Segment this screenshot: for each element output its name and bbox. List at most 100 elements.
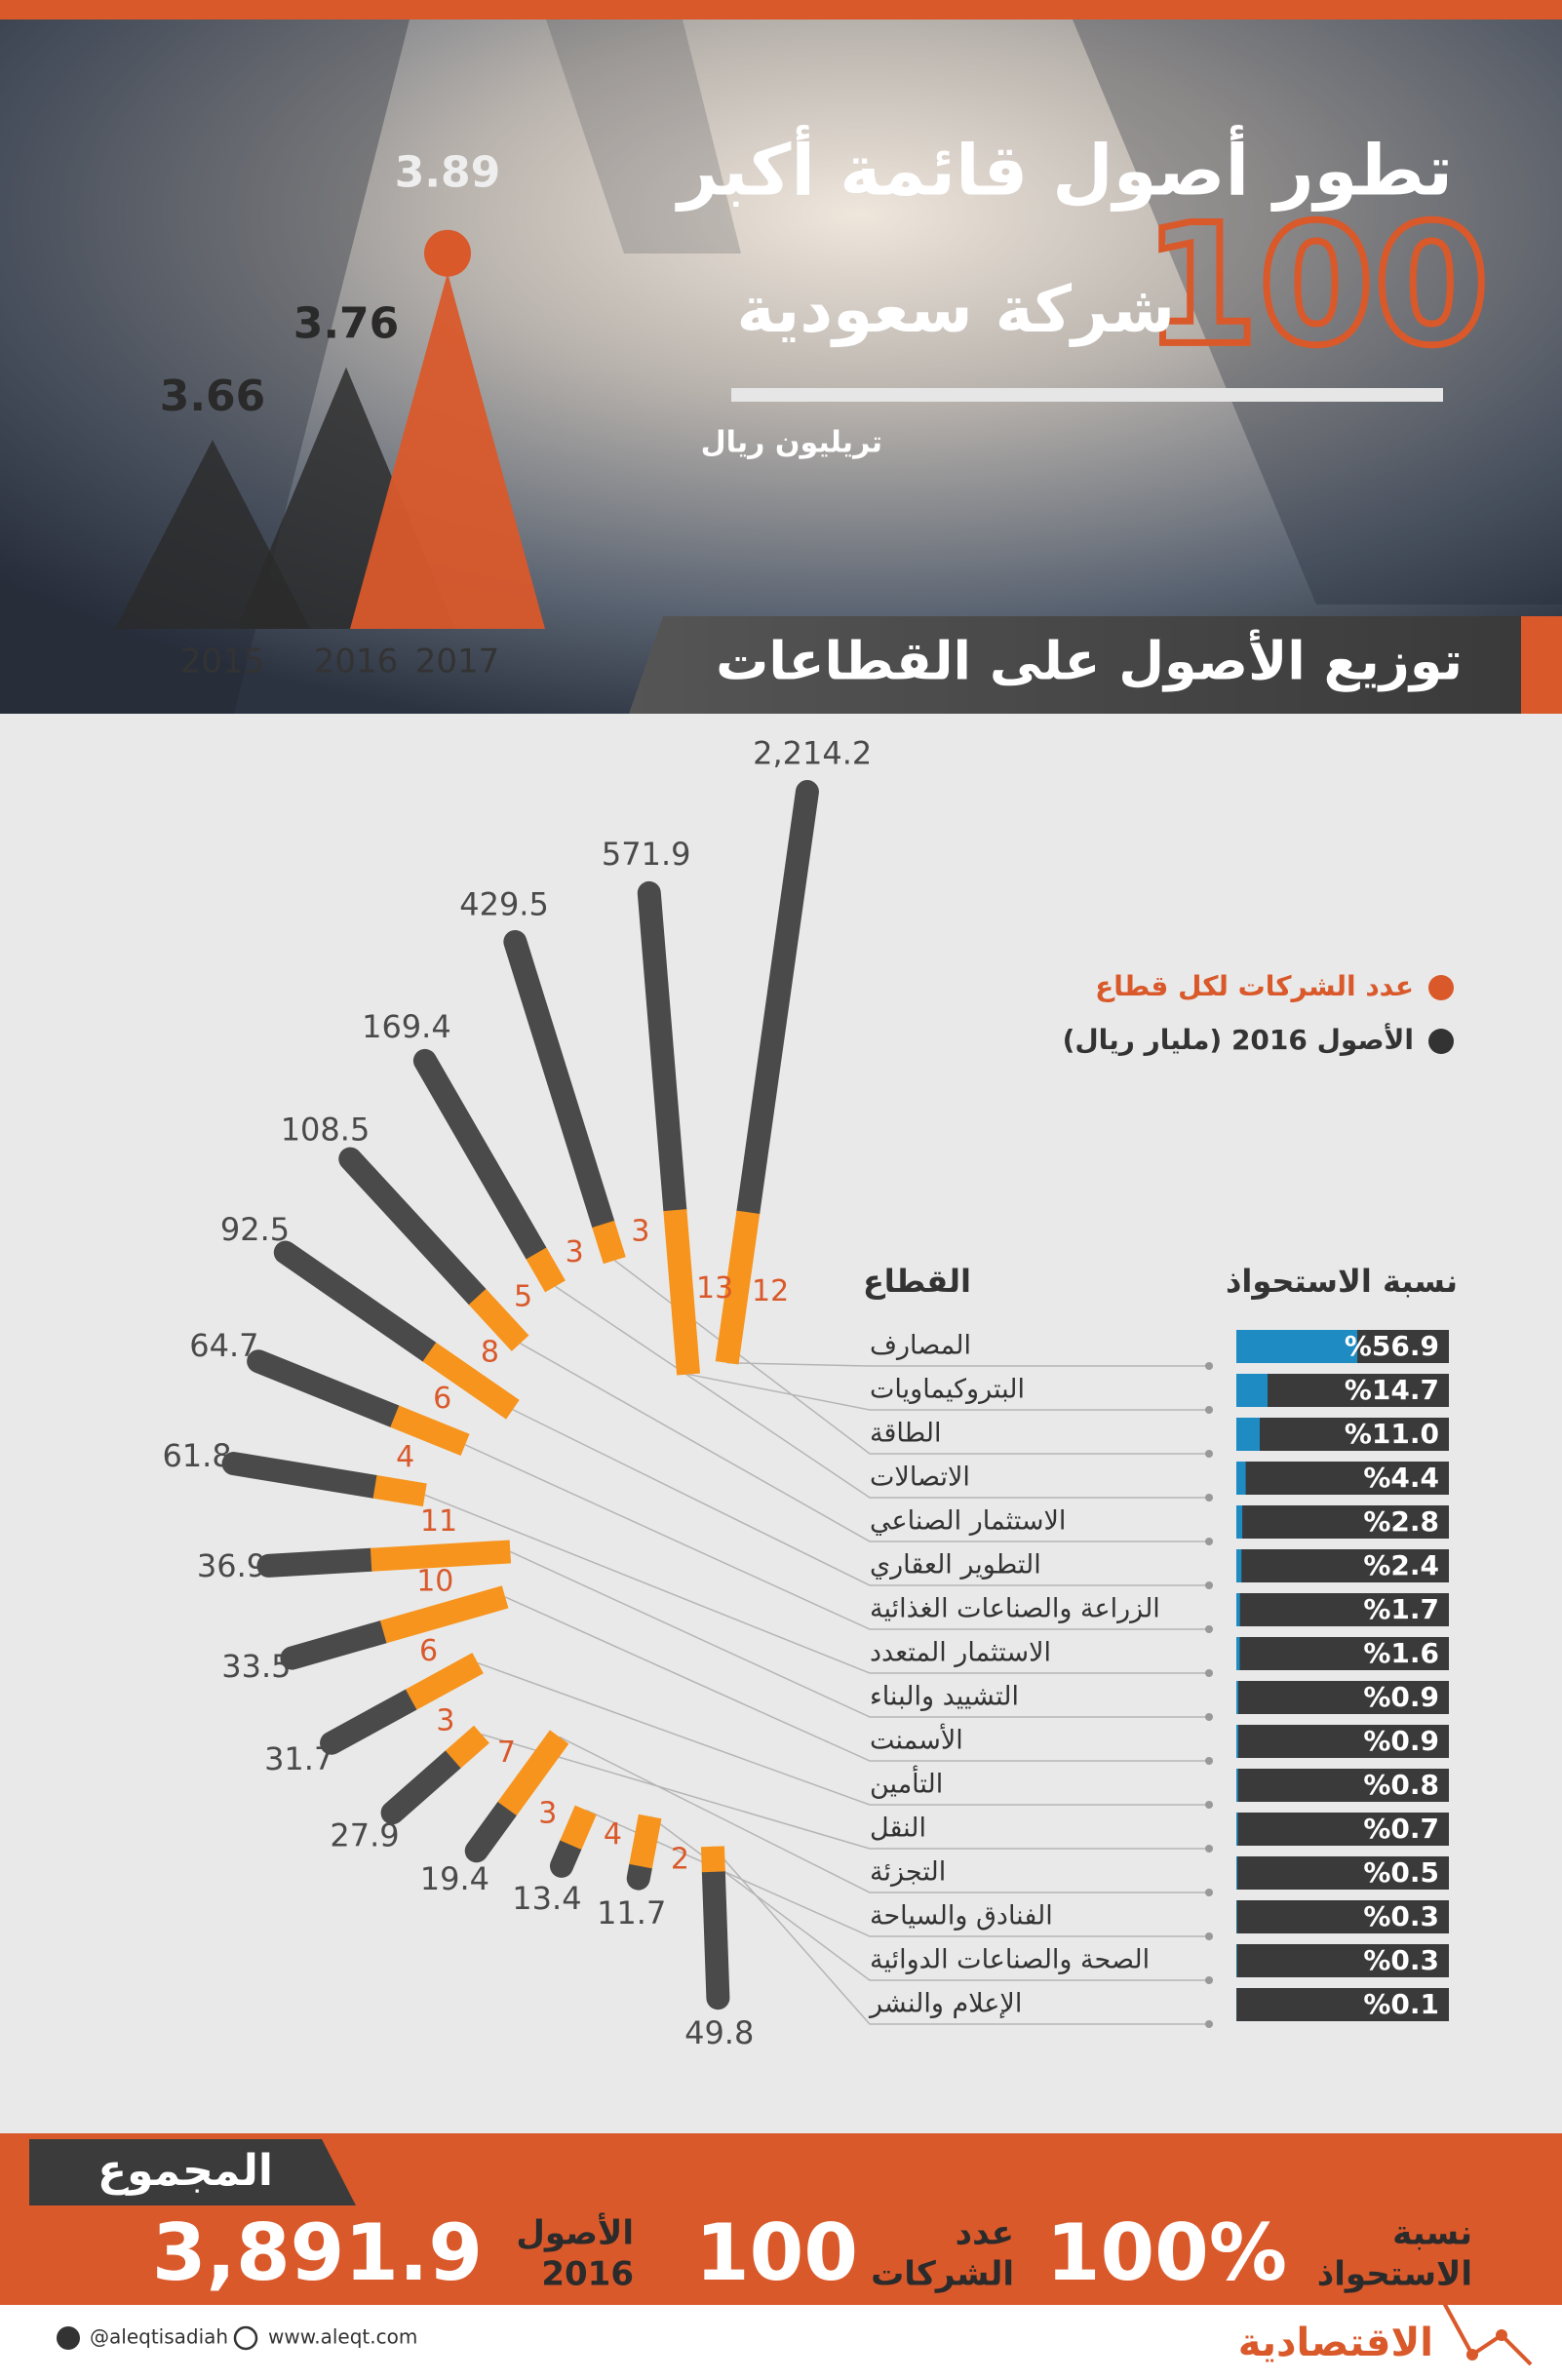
count-bar [700,1846,725,1873]
sector-label: التشييد والبناء [870,1682,1019,1712]
leader-line [520,1343,1209,1542]
asset-label: 2,214.2 [753,734,872,771]
share-bar-bg [1236,1637,1449,1670]
logo-100: 100 [1144,189,1490,382]
asset-bar [273,1240,442,1364]
leader-line [585,1809,1209,1937]
leader-line [555,1285,1209,1499]
count-bar [629,1814,662,1869]
count-label: 4 [604,1817,622,1852]
leader-dot [1205,2020,1213,2028]
share-bar [1236,1549,1242,1582]
share-label: %0.3 [1363,1900,1439,1932]
share-bar [1236,1462,1246,1495]
share-label: %2.4 [1363,1549,1439,1581]
count-label: 2 [671,1842,689,1876]
share-bar [1236,1813,1238,1846]
share-bar [1236,1769,1238,1802]
share-bar-bg [1236,1988,1449,2021]
count-label: 11 [420,1504,457,1539]
share-label: %0.9 [1363,1681,1439,1713]
brand-logo: الاقتصادية [1238,2321,1433,2365]
sector-label: الزراعة والصناعات الغذائية [870,1594,1160,1624]
share-bar-bg [1236,1681,1449,1714]
count-bar [468,1288,529,1351]
asset-label: 61.8 [162,1437,231,1474]
peak-dot [424,229,471,277]
share-bar-bg [1236,1374,1449,1407]
count-label: 3 [538,1796,557,1830]
total-item-label: الشركات [871,2255,1014,2294]
asset-bar [256,1547,383,1578]
leader-dot [1205,1625,1213,1633]
leader-dot [1205,1976,1213,1984]
leader-line [512,1409,1209,1586]
asset-label: 571.9 [602,836,691,873]
total-item-label: الأصول [516,2212,634,2253]
asset-bar [626,1854,653,1891]
twitter-handle[interactable]: @aleqtisadiah [90,2325,228,2349]
sector-label: النقل [870,1814,926,1844]
x-tick-label: 2016 [314,643,399,682]
triangle [350,272,545,629]
legend-swatch [1428,1029,1454,1054]
share-label: %1.6 [1363,1637,1439,1669]
sector-label: التجزئة [870,1857,946,1888]
title-line1: تطور أصول قائمة أكبر [675,125,1453,213]
leader-dot [1205,1845,1213,1853]
share-bar [1236,1374,1269,1407]
leader-dot [1205,1757,1213,1765]
asset-label: 169.4 [362,1008,451,1045]
asset-label: 108.5 [281,1112,371,1149]
asset-bar [637,880,687,1223]
leader-line [712,1846,1209,2025]
asset-label: 429.5 [459,886,549,923]
asset-bar [412,1048,548,1266]
share-label: %0.3 [1363,1944,1439,1976]
sector-label: الفنادق والسياحة [870,1901,1053,1931]
leader-dot [1205,1494,1213,1502]
leader-line [559,1736,1209,1893]
section-band [629,616,1521,714]
count-label: 12 [752,1274,789,1308]
count-bar [560,1805,597,1850]
share-bar [1236,1418,1260,1451]
share-bar-bg [1236,1769,1449,1802]
sector-label: المصارف [870,1331,971,1361]
leader-line [481,1734,1209,1850]
leader-dot [1205,1581,1213,1589]
count-label: 3 [566,1235,584,1269]
leader-dot [1205,1932,1213,1940]
legend-swatch [1428,975,1454,1000]
leader-line [613,1260,1209,1455]
leader-dot [1205,1362,1213,1370]
x-tick-label: 2017 [415,643,500,682]
leader-line [464,1444,1209,1630]
value-label: 3.76 [293,299,400,349]
total-item-label: عدد [956,2214,1014,2253]
asset-bar [736,780,819,1225]
leader-line [504,1596,1209,1762]
total-item-label: 2016 [541,2255,634,2294]
share-bar-bg [1236,1462,1449,1495]
count-bar [379,1585,509,1644]
legend-label: عدد الشركات لكل قطاع [1095,970,1414,1002]
share-label: %56.9 [1345,1330,1439,1362]
count-bar [445,1725,489,1769]
asset-bar [280,1619,396,1670]
share-bar-bg [1236,1944,1449,1977]
website[interactable]: www.aleqt.com [268,2325,417,2349]
leader-lines [424,1260,1213,2028]
count-label: 4 [396,1440,414,1474]
leader-line [687,1373,1209,1411]
share-label: %0.9 [1363,1725,1439,1757]
share-bar-bg [1236,1856,1449,1890]
asset-label: 11.7 [597,1894,666,1931]
asset-label: 64.7 [189,1327,258,1364]
asset-bar [549,1833,583,1878]
count-bar [405,1653,484,1710]
asset-bar [380,1747,465,1825]
brand-decor [1466,2349,1478,2360]
asset-bar [338,1147,489,1308]
